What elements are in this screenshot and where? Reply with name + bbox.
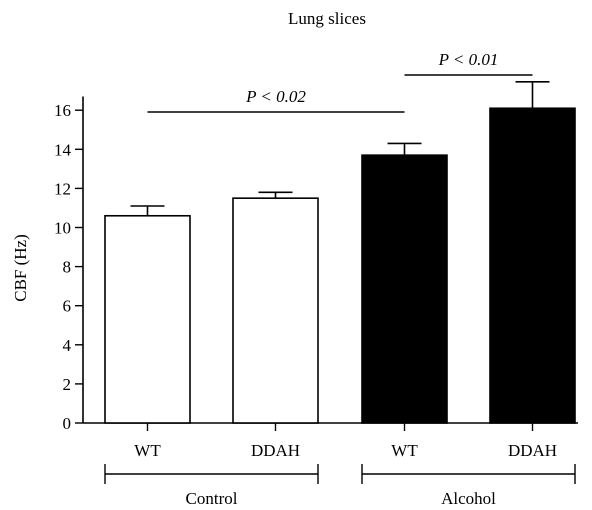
y-tick-label: 8	[63, 258, 72, 277]
x-tick-label: DDAH	[508, 441, 557, 460]
x-tick-label: DDAH	[251, 441, 300, 460]
plot-area: 0 2 4 6 8 10 12 14 16 WT DDAH WT DDAH P < 0.02 P < 0.0…	[54, 50, 578, 508]
y-tick-label: 4	[63, 336, 72, 355]
chart-title: Lung slices	[288, 9, 366, 28]
y-tick-label: 10	[54, 219, 71, 238]
x-tick-label: WT	[134, 441, 161, 460]
y-tick-label: 14	[54, 140, 72, 159]
group-label: Alcohol	[441, 489, 496, 508]
y-axis-label: CBF (Hz)	[11, 234, 30, 302]
y-tick-label: 0	[63, 414, 72, 433]
y-tick-label: 16	[54, 101, 71, 120]
group-label: Control	[186, 489, 238, 508]
significance-label: P < 0.02	[245, 87, 306, 106]
significance-label: P < 0.01	[438, 50, 499, 69]
bar	[232, 197, 319, 424]
y-tick-label: 6	[63, 297, 72, 316]
bar	[361, 154, 448, 424]
bar	[104, 214, 191, 424]
y-tick-label: 12	[54, 179, 71, 198]
x-tick-label: WT	[391, 441, 418, 460]
bar	[489, 107, 576, 424]
y-tick-label: 2	[63, 375, 72, 394]
